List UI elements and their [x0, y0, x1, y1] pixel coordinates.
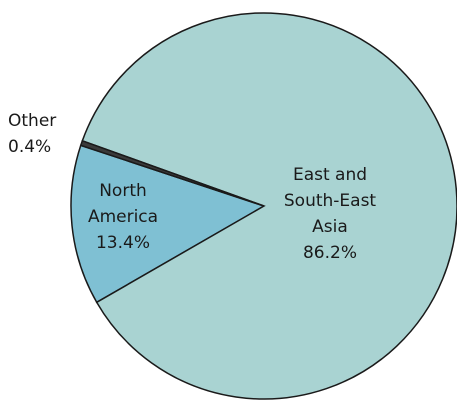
category-name: Other [8, 111, 57, 131]
value-label: 0.4% [8, 137, 52, 157]
slice-label: East and South-East Asia 86.2% [270, 162, 390, 266]
value-label: 13.4% [95, 233, 150, 253]
category-name: North America [87, 181, 159, 227]
slice-label: North America 13.4% [78, 178, 168, 256]
pie-slice [79, 139, 265, 207]
pie-slice [81, 12, 457, 400]
pie-slice [70, 144, 266, 304]
value-label: 86.2% [302, 243, 357, 263]
slice-label: Other 0.4% [8, 108, 78, 160]
category-name: East and South-East Asia [283, 165, 377, 237]
